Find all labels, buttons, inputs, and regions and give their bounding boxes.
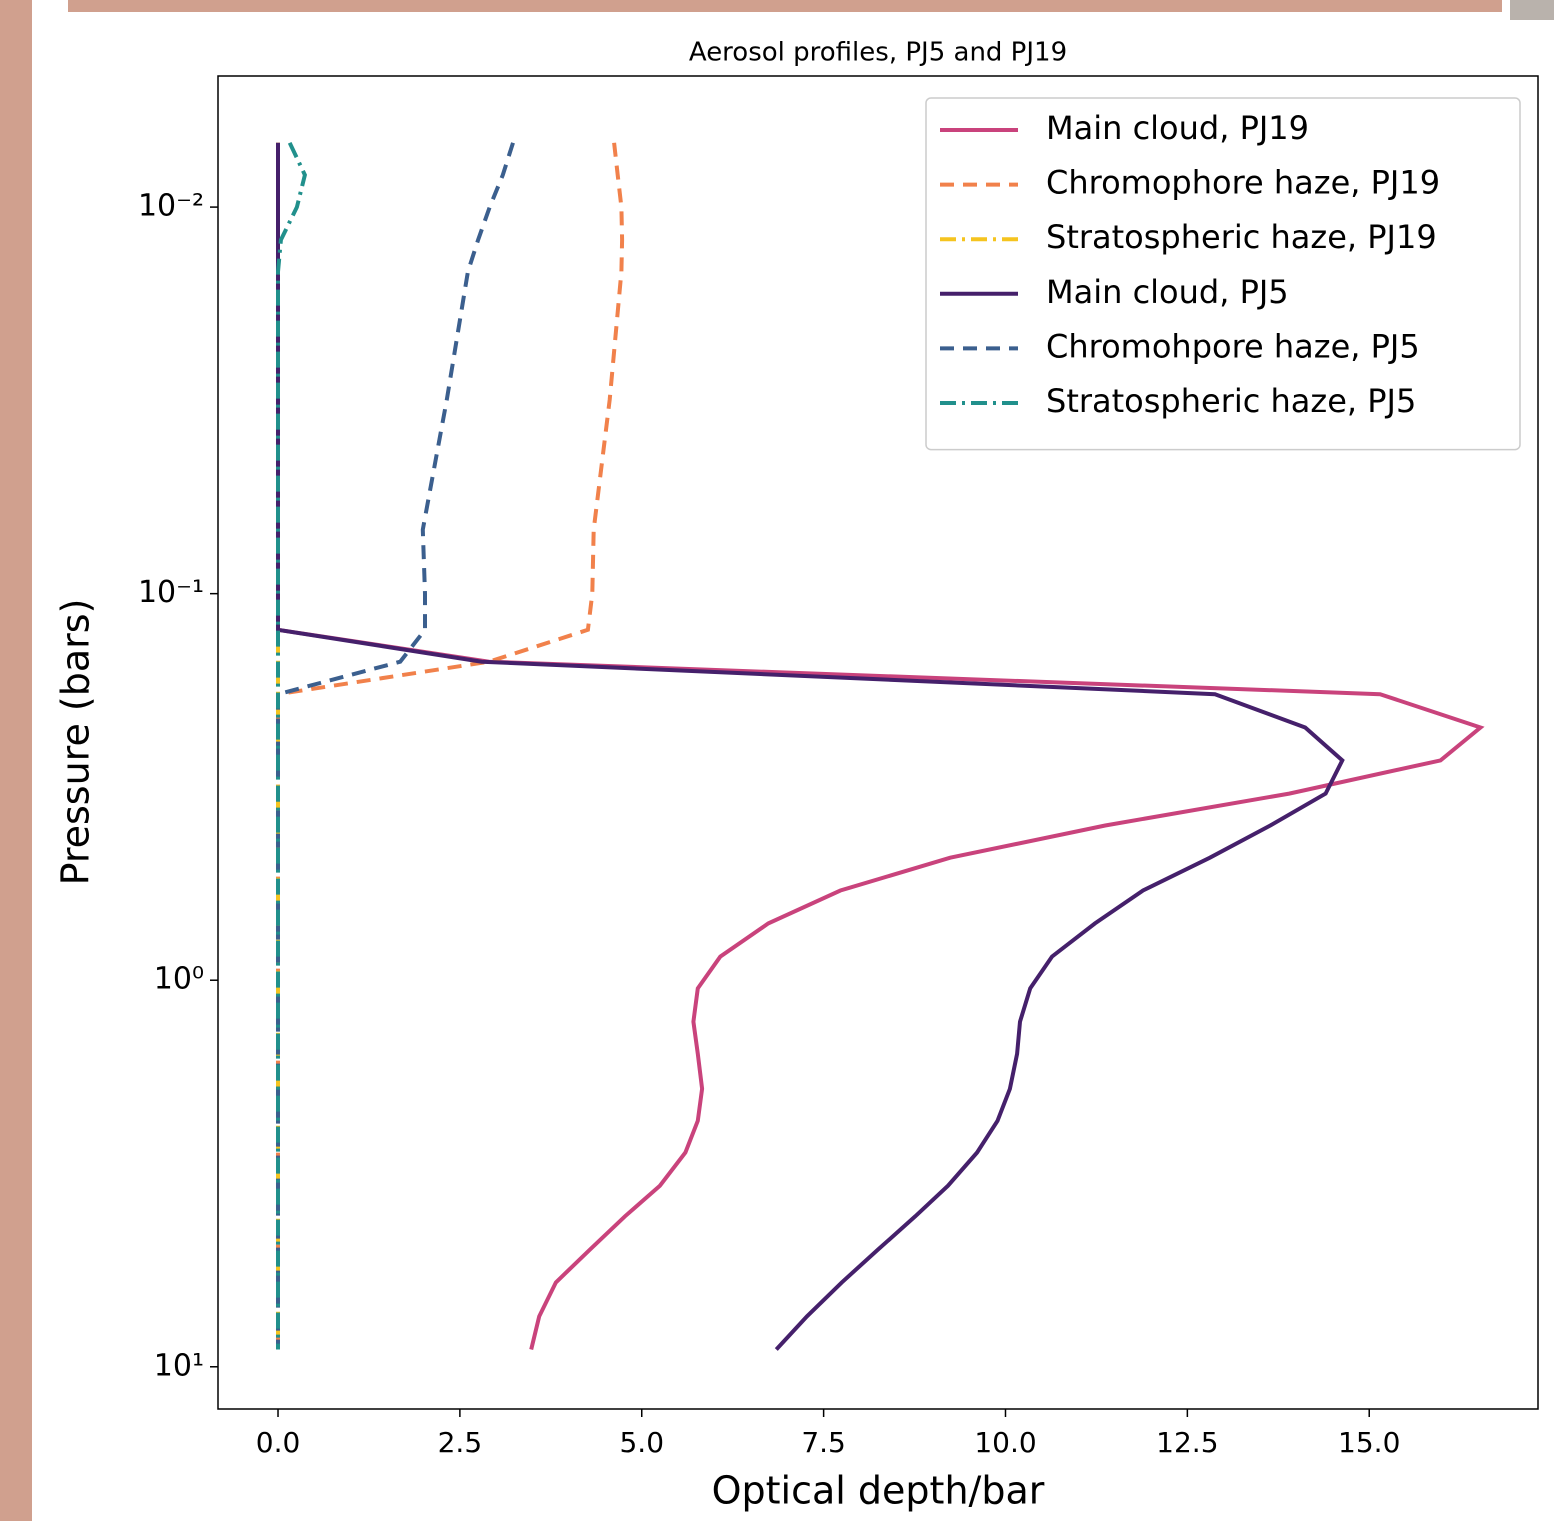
legend-box xyxy=(925,97,1521,451)
x-tick-label: 0.0 xyxy=(256,1426,301,1459)
x-tick-label: 5.0 xyxy=(619,1426,664,1459)
chart-title: Aerosol profiles, PJ5 and PJ19 xyxy=(689,38,1067,68)
x-tick-label: 7.5 xyxy=(801,1426,846,1459)
series-line xyxy=(276,141,308,1350)
y-tick-label: 10⁻² xyxy=(138,189,204,224)
legend-label: Main cloud, PJ5 xyxy=(1046,273,1289,311)
y-tick-label: 10¹ xyxy=(154,1348,204,1383)
legend-label: Chromohpore haze, PJ5 xyxy=(1046,327,1420,365)
background-bar xyxy=(68,0,1502,12)
y-tick-label: 10⁻¹ xyxy=(138,575,204,610)
series-line xyxy=(276,142,1345,1351)
x-tick-label: 10.0 xyxy=(974,1426,1036,1459)
legend-label: Stratospheric haze, PJ5 xyxy=(1046,382,1416,420)
legend-label: Chromophore haze, PJ19 xyxy=(1046,164,1440,202)
x-tick-label: 12.5 xyxy=(1156,1426,1218,1459)
x-tick-label: 2.5 xyxy=(438,1426,483,1459)
background-strip xyxy=(0,0,32,1521)
series-line xyxy=(276,142,515,1350)
legend-label: Main cloud, PJ19 xyxy=(1046,109,1309,147)
y-tick-label: 10⁰ xyxy=(154,962,204,997)
x-tick-label: 15.0 xyxy=(1338,1426,1400,1459)
background-corner xyxy=(1510,0,1554,20)
plot-frame xyxy=(217,75,1539,1410)
x-axis-label: Optical depth/bar xyxy=(712,1469,1045,1513)
series-line xyxy=(276,142,625,1350)
legend-label: Stratospheric haze, PJ19 xyxy=(1046,218,1437,256)
y-axis-label: Pressure (bars) xyxy=(54,599,98,886)
